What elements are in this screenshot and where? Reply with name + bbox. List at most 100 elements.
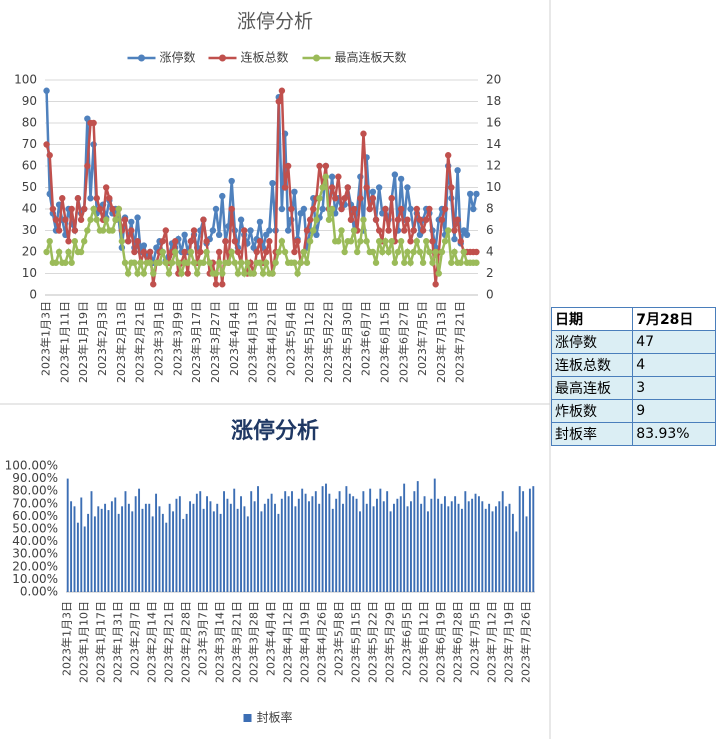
point [451, 227, 458, 234]
point [375, 238, 383, 245]
point [46, 152, 53, 159]
point [328, 173, 336, 180]
point [200, 259, 207, 266]
bar [148, 503, 151, 592]
legend-label: 连板总数 [241, 50, 289, 65]
point [419, 227, 427, 234]
point [322, 162, 330, 170]
point [90, 205, 97, 213]
point [231, 259, 239, 266]
bar [491, 511, 494, 592]
bar [212, 511, 215, 592]
x-tick-label: 2023年3月9日 [170, 301, 184, 376]
y-tick-label: 20 [22, 245, 37, 259]
point [278, 238, 286, 245]
bar [155, 493, 158, 592]
point [259, 270, 267, 277]
bar [430, 498, 433, 592]
point [68, 259, 75, 266]
point [181, 231, 188, 238]
point [172, 238, 179, 245]
point [363, 184, 370, 191]
legend-label: 最高连板天数 [335, 50, 407, 65]
x-tick-label: 2023年4月21日 [264, 301, 278, 383]
point [372, 259, 380, 266]
bar [117, 513, 120, 592]
point [454, 167, 461, 174]
point [413, 238, 421, 245]
point [375, 184, 383, 191]
point [391, 171, 399, 178]
bar [498, 501, 501, 592]
point [128, 218, 135, 226]
bar [192, 503, 195, 592]
legend-swatch [243, 714, 252, 722]
bar [528, 488, 531, 592]
point [131, 248, 138, 256]
point [55, 227, 63, 234]
point [269, 180, 276, 187]
x-tick-label: 2023年6月28日 [451, 601, 465, 683]
bar [206, 496, 208, 592]
point [87, 195, 94, 202]
bar [263, 503, 266, 592]
point [473, 190, 480, 198]
bar [481, 501, 484, 592]
point [297, 259, 304, 266]
point [448, 184, 455, 191]
bar [124, 491, 127, 592]
point [168, 259, 176, 266]
bar [257, 486, 259, 592]
point [473, 248, 480, 256]
x-tick-label: 2023年7月19日 [502, 601, 516, 683]
point [159, 238, 166, 245]
bar [141, 508, 144, 592]
point [55, 248, 63, 256]
x-tick-label: 2023年6月7日 [359, 301, 373, 376]
point [291, 188, 298, 195]
bar [90, 491, 93, 592]
point [369, 248, 377, 256]
bar [158, 506, 161, 592]
bar [270, 493, 273, 592]
point [43, 87, 50, 94]
point [438, 248, 446, 256]
point [385, 227, 392, 234]
legend-marker [219, 54, 226, 62]
point [407, 259, 414, 266]
bar [280, 498, 283, 592]
point [81, 205, 88, 213]
bar [396, 498, 399, 592]
point [156, 259, 163, 266]
point [382, 205, 389, 213]
point [150, 270, 157, 277]
bar [216, 503, 219, 592]
point [93, 216, 100, 223]
x-tick-label: 2023年2月7日 [128, 601, 142, 676]
x-tick-label: 2023年3月28日 [247, 601, 261, 683]
bar [338, 491, 341, 592]
table-cell: 连板总数 [550, 353, 634, 377]
bar [515, 531, 518, 592]
bar [236, 508, 239, 592]
point [225, 259, 232, 266]
x-tick-label: 2023年1月10日 [77, 601, 91, 683]
x-tick-label: 2023年7月21日 [453, 301, 467, 383]
bar [355, 498, 358, 592]
point [281, 184, 289, 191]
point [234, 248, 242, 256]
point [404, 216, 411, 223]
bar [342, 503, 344, 592]
point [303, 227, 311, 234]
table-row: 最高连板 3 [550, 376, 716, 400]
x-tick-label: 2023年4月4日 [227, 301, 241, 376]
point [181, 248, 188, 256]
point [212, 270, 220, 277]
point [284, 227, 292, 234]
point [175, 259, 182, 266]
bar [403, 483, 406, 592]
summary-table: 日期 7月28日 涨停数 47 连板总数 4 最高连板 3 炸板数 9 封板率 83.93% [550, 307, 716, 446]
bar [202, 508, 205, 592]
point [316, 162, 323, 170]
point [134, 214, 141, 221]
